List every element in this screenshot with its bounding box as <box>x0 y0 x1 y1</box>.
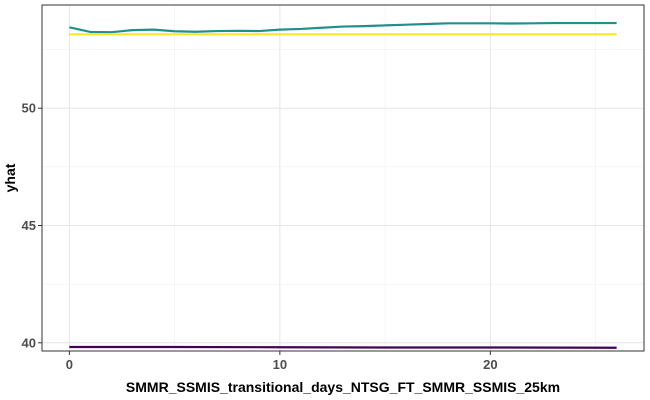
series-line-1 <box>69 21 617 34</box>
y-axis-title: yhat <box>2 163 18 192</box>
x-axis-title: SMMR_SSMIS_transitional_days_NTSG_FT_SMM… <box>126 379 560 395</box>
y-tick-label: 40 <box>22 335 36 350</box>
x-tick-label: 10 <box>273 357 287 372</box>
series-line-3 <box>69 345 617 349</box>
panel-background <box>41 4 645 352</box>
y-tick-label: 50 <box>22 101 36 116</box>
y-axis: 40 45 50 <box>22 101 42 350</box>
x-axis: 0 10 20 <box>66 351 498 372</box>
y-tick-label: 45 <box>22 218 36 233</box>
series-layer <box>69 21 617 349</box>
x-tick-label: 20 <box>483 357 497 372</box>
x-tick-label: 0 <box>66 357 73 372</box>
grid <box>42 5 644 351</box>
panel-border <box>41 4 645 352</box>
